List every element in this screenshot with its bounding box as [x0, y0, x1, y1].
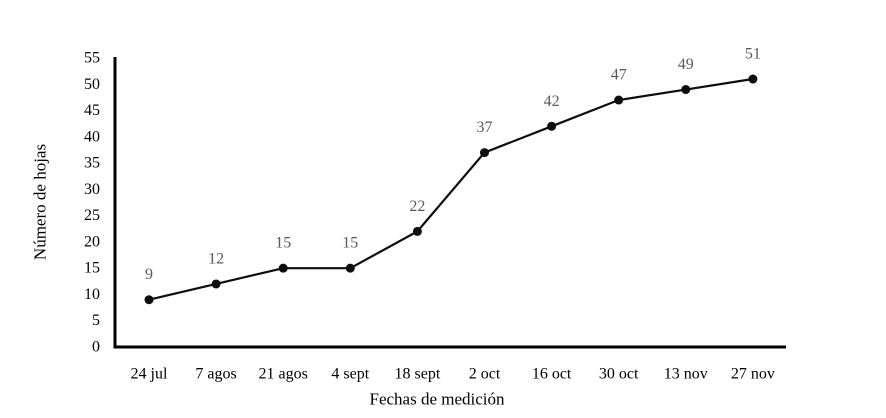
- data-point: [614, 95, 624, 105]
- x-axis-title: Fechas de medición: [369, 390, 505, 409]
- x-tick-label: 13 nov: [664, 366, 708, 383]
- x-tick-label: 27 nov: [731, 366, 775, 383]
- data-label: 9: [145, 266, 153, 283]
- data-label: 12: [208, 250, 224, 267]
- y-tick-label: 0: [92, 339, 100, 356]
- y-tick-label: 20: [84, 233, 100, 250]
- x-tick-label: 16 oct: [532, 366, 572, 383]
- data-label: 51: [745, 46, 761, 63]
- data-label: 22: [409, 198, 425, 215]
- x-tick-label: 4 sept: [331, 366, 369, 383]
- data-point: [345, 263, 355, 273]
- data-point: [211, 279, 221, 289]
- data-point: [144, 295, 154, 305]
- data-point: [681, 85, 691, 95]
- y-tick-label: 40: [84, 128, 100, 145]
- y-tick-label: 10: [84, 286, 100, 303]
- y-tick-label: 50: [84, 76, 100, 93]
- x-tick-label: 30 oct: [599, 366, 639, 383]
- y-tick-label: 25: [84, 207, 100, 224]
- data-point: [748, 74, 758, 84]
- data-point: [412, 226, 422, 236]
- y-tick-label: 15: [84, 260, 100, 277]
- data-label: 15: [342, 235, 358, 252]
- data-label: 47: [611, 67, 627, 84]
- data-label: 49: [678, 56, 694, 73]
- x-tick-label: 24 jul: [131, 366, 168, 383]
- x-tick-label: 7 agos: [195, 366, 236, 383]
- data-label: 42: [544, 93, 560, 110]
- x-tick-label: 18 sept: [395, 366, 441, 383]
- plot-area: 0 5 10 15 20 25 30 35 40 45 50 55 24 jul 7 agos 21 ago…: [84, 46, 786, 383]
- y-tick-label: 5: [92, 312, 100, 329]
- y-axis-title: Número de hojas: [31, 144, 50, 260]
- y-tick-label: 35: [84, 155, 100, 172]
- data-label: 15: [275, 235, 291, 252]
- x-tick-label: 2 oct: [469, 366, 501, 383]
- data-point: [547, 121, 557, 131]
- y-tick-label: 45: [84, 102, 100, 119]
- y-tick-label: 30: [84, 181, 100, 198]
- data-line: [148, 77, 754, 301]
- data-point: [278, 263, 288, 273]
- data-label: 37: [477, 119, 493, 136]
- data-point: [480, 148, 489, 158]
- y-tick-label: 55: [84, 50, 100, 67]
- x-tick-label: 21 agos: [259, 366, 308, 383]
